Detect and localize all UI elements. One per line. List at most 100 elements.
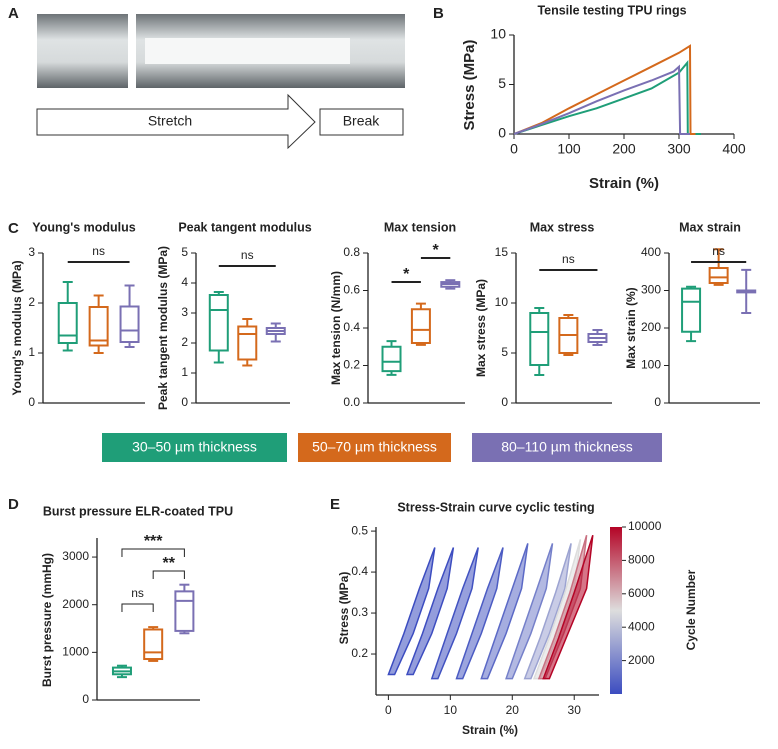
y-tick-label: 0 bbox=[654, 395, 661, 409]
box-group bbox=[440, 279, 461, 290]
y-tick-label: 5 bbox=[498, 75, 506, 91]
significance: ns bbox=[562, 252, 575, 266]
significance: * bbox=[432, 242, 439, 259]
box-group bbox=[265, 322, 286, 343]
y-tick-label: 0 bbox=[501, 395, 508, 409]
cycle-loop bbox=[480, 543, 529, 680]
y-axis-label: Young's modulus (MPa) bbox=[10, 260, 24, 395]
chart-title: Stress-Strain curve cyclic testing bbox=[397, 500, 594, 514]
y-tick-label: 0.3 bbox=[351, 605, 368, 619]
colorbar-tick-label: 4000 bbox=[628, 619, 655, 633]
y-tick-label: 3 bbox=[181, 305, 188, 319]
colorbar-tick-label: 8000 bbox=[628, 553, 655, 567]
y-axis-label: Stress (MPa) bbox=[337, 572, 351, 645]
line bbox=[513, 59, 701, 135]
box bbox=[529, 312, 550, 366]
chart-title: Burst pressure ELR-coated TPU bbox=[43, 504, 233, 518]
chart-title: Max stress bbox=[530, 220, 595, 234]
x-tick-label: 30 bbox=[568, 703, 582, 717]
box bbox=[143, 628, 164, 661]
y-tick-label: 3 bbox=[28, 245, 35, 259]
box-group bbox=[558, 314, 579, 356]
y-tick-label: 5 bbox=[501, 345, 508, 359]
y-tick-label: 0.8 bbox=[343, 245, 360, 259]
panel-label: E bbox=[330, 496, 340, 513]
significance: * bbox=[403, 266, 410, 283]
y-tick-label: 10 bbox=[495, 295, 509, 309]
x-tick-label: 400 bbox=[722, 141, 746, 157]
box-group bbox=[587, 329, 608, 346]
y-tick-label: 0.5 bbox=[351, 523, 368, 537]
y-tick-label: 5 bbox=[181, 245, 188, 259]
y-tick-label: 0.2 bbox=[343, 358, 360, 372]
colorbar-tick-label: 2000 bbox=[628, 653, 655, 667]
y-tick-label: 300 bbox=[641, 283, 661, 297]
panel-label: D bbox=[8, 496, 19, 513]
chart-title: Max strain bbox=[679, 220, 741, 234]
y-axis-label: Max strain (%) bbox=[624, 287, 638, 368]
x-tick-label: 10 bbox=[444, 703, 458, 717]
box-group bbox=[143, 626, 164, 662]
panel-label: C bbox=[8, 220, 19, 237]
y-tick-label: 2000 bbox=[62, 597, 89, 611]
box-group bbox=[119, 284, 140, 348]
box-group bbox=[708, 248, 729, 286]
colorbar-label: Cycle Number bbox=[684, 569, 698, 650]
box bbox=[708, 267, 729, 284]
colorbar-tick-label: 6000 bbox=[628, 586, 655, 600]
cycle-loop bbox=[430, 547, 479, 680]
y-tick-label: 0 bbox=[498, 125, 506, 141]
bracket bbox=[152, 570, 185, 579]
y-tick-label: 1000 bbox=[62, 645, 89, 659]
box bbox=[237, 325, 258, 361]
y-tick-label: 200 bbox=[641, 320, 661, 334]
bracket bbox=[121, 603, 154, 612]
y-axis-label: Peak tangent modulus (MPa) bbox=[156, 246, 170, 410]
legend-label: 30–50 µm thickness bbox=[132, 439, 257, 455]
cycle-loop bbox=[542, 534, 594, 680]
x-tick-label: 200 bbox=[612, 141, 636, 157]
loops bbox=[387, 534, 594, 680]
bracket bbox=[121, 548, 185, 557]
step-label: Break bbox=[343, 113, 381, 129]
stretch-arrow bbox=[36, 93, 316, 150]
box bbox=[57, 302, 78, 344]
significance: ns bbox=[92, 244, 105, 258]
box-group bbox=[237, 318, 258, 367]
chart-title: Max tension bbox=[384, 220, 456, 234]
y-tick-label: 2 bbox=[28, 295, 35, 309]
box bbox=[119, 305, 140, 343]
cycle-loop bbox=[523, 543, 572, 680]
box-group bbox=[57, 281, 78, 352]
x-axis-label: Strain (%) bbox=[462, 723, 518, 737]
significance: *** bbox=[144, 533, 163, 550]
x-axis-label: Strain (%) bbox=[589, 175, 659, 192]
box bbox=[410, 308, 431, 344]
y-tick-label: 0 bbox=[181, 395, 188, 409]
chart-title: Peak tangent modulus bbox=[178, 220, 311, 234]
x-tick-label: 0 bbox=[510, 141, 518, 157]
y-tick-label: 0.4 bbox=[351, 564, 368, 578]
x-tick-label: 100 bbox=[557, 141, 581, 157]
box-group bbox=[381, 340, 402, 376]
y-tick-label: 1 bbox=[181, 365, 188, 379]
box-group bbox=[736, 268, 757, 314]
photo-before bbox=[37, 14, 128, 88]
box bbox=[381, 345, 402, 373]
y-tick-label: 100 bbox=[641, 358, 661, 372]
box-group bbox=[174, 583, 195, 635]
box-group bbox=[88, 294, 109, 354]
x-tick-label: 20 bbox=[506, 703, 520, 717]
panel-label: B bbox=[433, 5, 444, 22]
break-box bbox=[319, 108, 404, 136]
cycle-loop bbox=[405, 547, 455, 676]
box-group bbox=[410, 302, 431, 346]
significance: ns bbox=[241, 248, 254, 262]
cycle-loop bbox=[455, 547, 504, 680]
colorbar bbox=[610, 527, 622, 694]
y-tick-label: 15 bbox=[495, 245, 509, 259]
y-tick-label: 4 bbox=[181, 275, 188, 289]
colorbar-tick-label: 10000 bbox=[628, 519, 662, 533]
y-tick-label: 2 bbox=[181, 335, 188, 349]
